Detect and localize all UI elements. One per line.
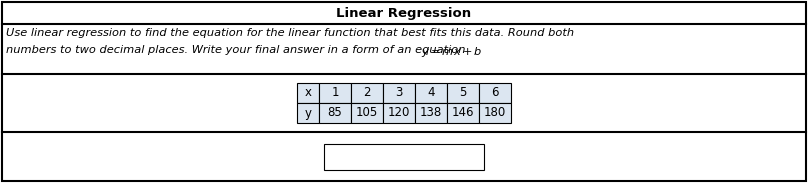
- Text: Use linear regression to find the equation for the linear function that best fit: Use linear regression to find the equati…: [6, 28, 574, 38]
- Bar: [447, 103, 479, 123]
- Bar: [479, 103, 511, 123]
- Bar: [297, 83, 319, 103]
- Text: 138: 138: [420, 107, 442, 119]
- Bar: [415, 83, 447, 103]
- Text: 120: 120: [388, 107, 410, 119]
- Text: 3: 3: [395, 87, 402, 100]
- Bar: [479, 83, 511, 103]
- Text: 6: 6: [491, 87, 499, 100]
- Text: Linear Regression: Linear Regression: [336, 7, 472, 20]
- Text: 85: 85: [327, 107, 343, 119]
- Text: 5: 5: [459, 87, 467, 100]
- Bar: [297, 103, 319, 123]
- Text: 1: 1: [331, 87, 339, 100]
- Bar: [447, 83, 479, 103]
- Text: 180: 180: [484, 107, 506, 119]
- Bar: [351, 103, 383, 123]
- Bar: [324, 143, 484, 169]
- Text: 105: 105: [356, 107, 378, 119]
- Bar: [351, 83, 383, 103]
- Text: y: y: [305, 107, 312, 119]
- Text: $y = mx + b$: $y = mx + b$: [421, 45, 482, 59]
- Bar: [415, 103, 447, 123]
- Text: 146: 146: [452, 107, 474, 119]
- Text: 2: 2: [364, 87, 371, 100]
- Text: x: x: [305, 87, 312, 100]
- Bar: [383, 83, 415, 103]
- Text: 4: 4: [427, 87, 435, 100]
- Bar: [319, 103, 351, 123]
- Text: numbers to two decimal places. Write your final answer in a form of an equation: numbers to two decimal places. Write you…: [6, 45, 469, 55]
- Bar: [319, 83, 351, 103]
- Bar: [383, 103, 415, 123]
